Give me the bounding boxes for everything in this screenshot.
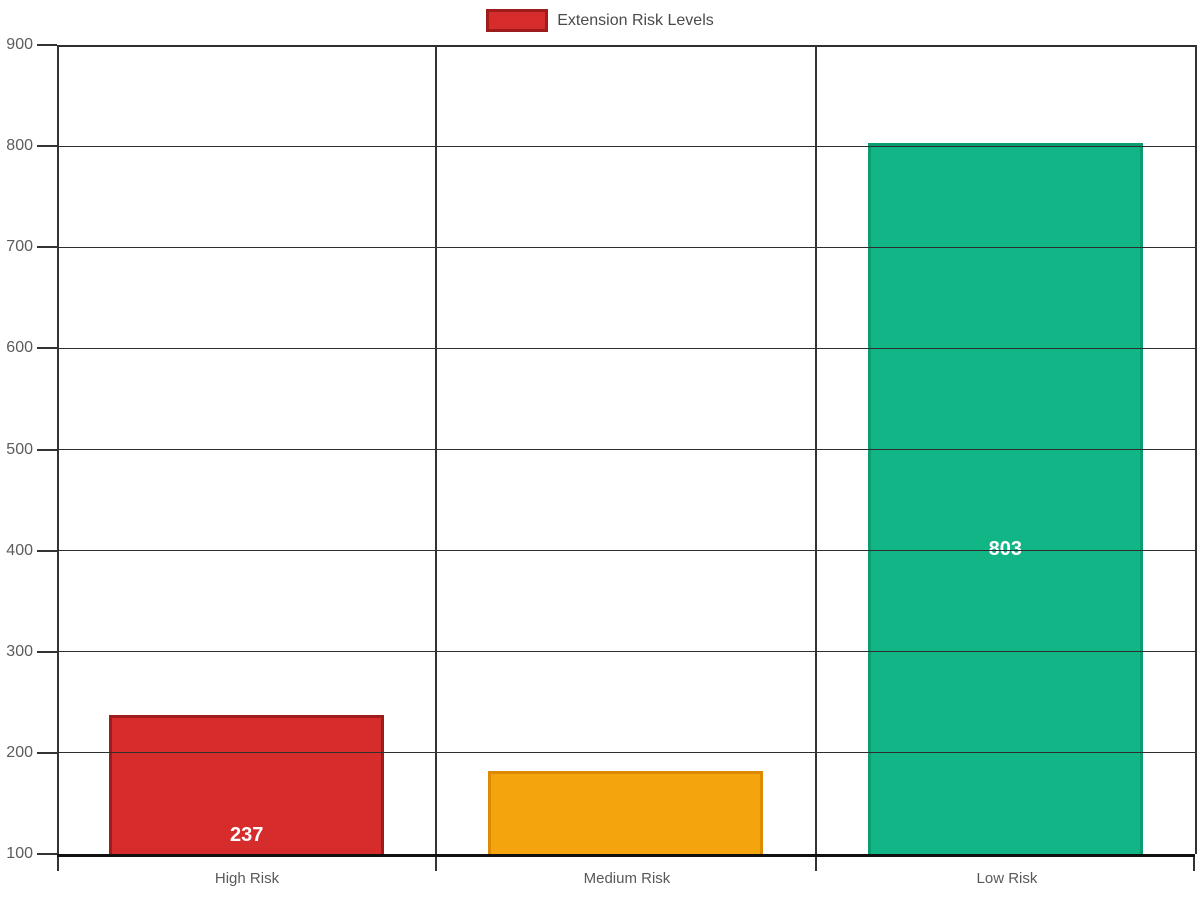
y-tick-label: 600 [6, 339, 33, 357]
y-tick-label: 500 [6, 440, 33, 458]
y-tick-label: 200 [6, 743, 33, 761]
category-column-low-risk: 803 [816, 45, 1195, 854]
plot-area: 237 803 900 800 700 600 500 400 300 200 100 [6, 36, 1197, 871]
gridline-x-separator [814, 45, 817, 854]
legend-label: Extension Risk Levels [557, 11, 714, 29]
chart-legend[interactable]: Extension Risk Levels [0, 9, 1200, 32]
y-tick-label: 100 [6, 845, 33, 862]
category-column-high-risk: 237 [57, 45, 436, 854]
y-tick-mark [37, 549, 57, 552]
gridline-y-400 [57, 550, 1195, 552]
x-axis-labels: High Risk Medium Risk Low Risk [57, 870, 1197, 887]
category-column-medium-risk [436, 45, 815, 854]
gridline-y-700 [57, 246, 1195, 248]
gridline-y-200 [57, 752, 1195, 754]
legend-swatch-icon [486, 9, 549, 32]
x-tick-mark [435, 857, 438, 871]
y-tick-mark [37, 650, 57, 653]
bar-high-risk[interactable]: 237 [109, 715, 385, 854]
bar-medium-risk[interactable] [488, 771, 764, 854]
y-tick-label: 400 [6, 541, 33, 559]
y-tick-mark [37, 44, 57, 46]
y-tick-mark [37, 751, 57, 754]
x-tick-mark [1193, 857, 1195, 871]
x-tick-mark [814, 857, 817, 871]
y-tick-label: 300 [6, 642, 33, 660]
bar-low-risk[interactable]: 803 [867, 143, 1143, 854]
gridline-y-800 [57, 145, 1195, 147]
y-tick-mark [37, 246, 57, 249]
y-tick-mark [37, 448, 57, 451]
x-axis-label-medium-risk: Medium Risk [583, 870, 671, 887]
y-tick-label: 900 [6, 36, 33, 53]
gridline-x-separator [435, 45, 438, 854]
gridline-y-900 [57, 45, 1195, 47]
x-axis-line [57, 854, 1195, 857]
y-tick-mark [37, 347, 57, 350]
bar-value-label-high-risk: 237 [229, 824, 264, 847]
y-tick-mark [37, 853, 57, 855]
y-tick-label: 800 [6, 137, 33, 155]
y-tick-mark [37, 145, 57, 148]
bar-value-label-low-risk: 803 [988, 538, 1022, 561]
y-tick-label: 700 [6, 238, 33, 256]
gridline-y-300 [57, 651, 1195, 653]
gridline-y-500 [57, 449, 1195, 450]
x-tick-mark [57, 857, 59, 871]
x-axis-label-high-risk: High Risk [214, 870, 280, 887]
gridline-y-600 [57, 347, 1195, 349]
x-axis-label-low-risk: Low Risk [976, 870, 1038, 887]
bar-columns: 237 803 [57, 45, 1195, 854]
